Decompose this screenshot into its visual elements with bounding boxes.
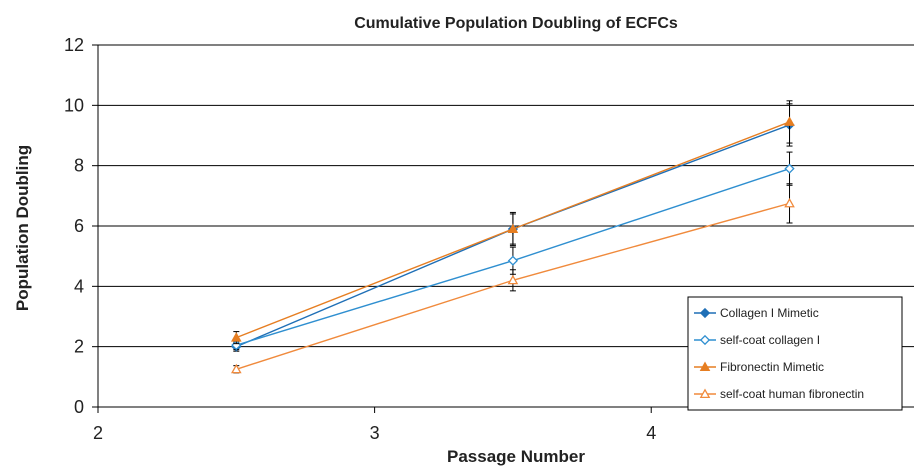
legend-label: self-coat collagen I [720,333,820,347]
series-self-coat-human-fibronectin [231,183,795,374]
series-group [231,100,795,374]
x-tick-labels: 2 3 4 [93,423,656,443]
data-point [507,255,519,266]
legend-marker [699,388,711,399]
legend: Collagen I Mimetic self-coat collagen I Fi… [687,296,903,411]
data-point [231,332,242,342]
data-point [784,197,795,208]
legend-item: Collagen I Mimetic [694,306,819,320]
legend-item: Fibronectin Mimetic [694,360,824,374]
data-point [784,116,795,126]
data-point [784,163,795,174]
legend-label: Collagen I Mimetic [720,306,819,320]
data-point [231,363,242,374]
legend-item: self-coat collagen I [694,333,820,347]
y-tick-labels: 0 2 4 6 8 10 12 [64,35,84,417]
y-axis-title: Population Doubling [13,145,32,311]
x-tick-label: 3 [370,423,380,443]
legend-marker [699,307,711,319]
legend-label: Fibronectin Mimetic [720,360,824,374]
series-fibronectin-mimetic [231,100,795,345]
data-point [507,274,519,285]
y-tick-label: 12 [64,35,84,55]
y-tick-label: 0 [74,397,84,417]
y-tick-label: 2 [74,337,84,357]
legend-box [687,296,903,411]
x-axis-title: Passage Number [447,447,585,466]
y-tick-label: 8 [74,156,84,176]
legend-item: self-coat human fibronectin [694,387,864,401]
legend-marker [699,334,711,346]
legend-label: self-coat human fibronectin [720,387,864,401]
legend-marker [699,361,711,372]
y-tick-label: 10 [64,95,84,115]
chart-title: Cumulative Population Doubling of ECFCs [354,15,678,32]
x-tick-label: 4 [646,423,656,443]
data-point [507,223,519,234]
x-tick-label: 2 [93,423,103,443]
series-self-coat-collagen-i [231,151,795,351]
y-tick-label: 4 [74,276,84,296]
y-tick-label: 6 [74,216,84,236]
